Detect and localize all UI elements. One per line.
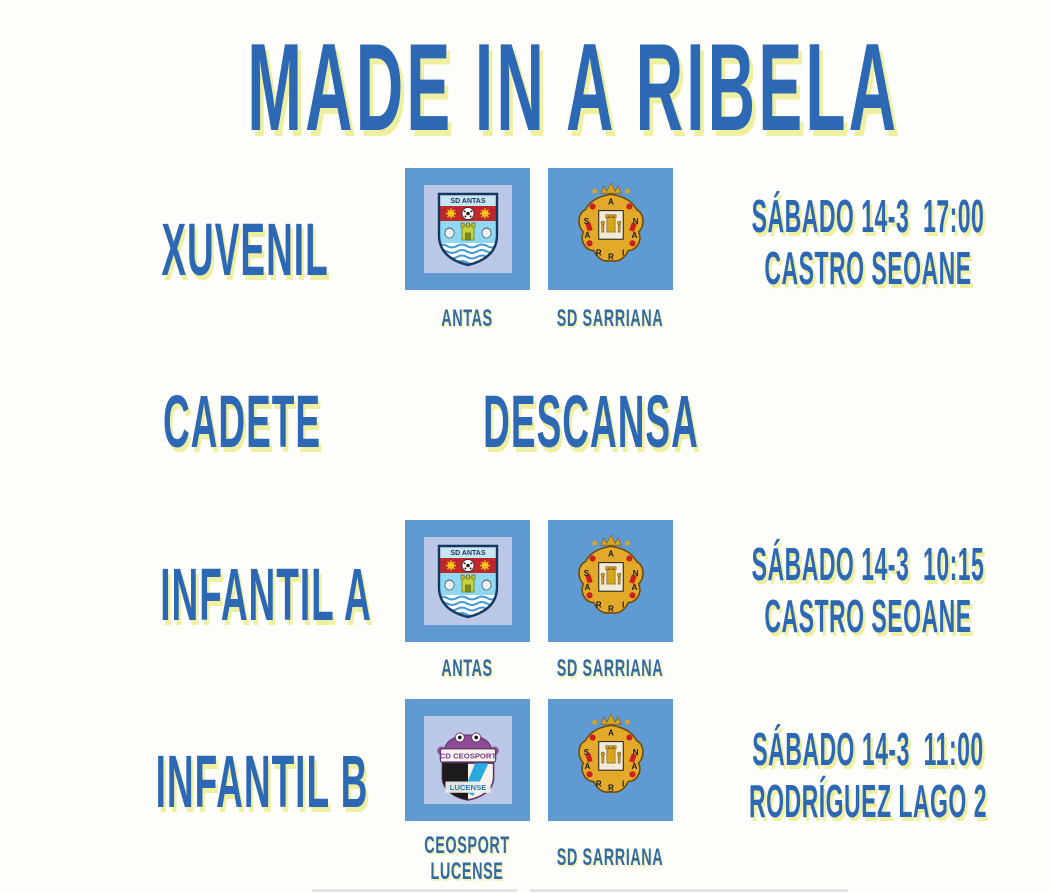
sarriana-letter: R [608,253,614,262]
ceosport-crest-icon: CD CEOSPORT LUCENSE [423,716,512,804]
sarriana-letter: A [608,549,614,558]
sarriana-letter: R [595,780,601,789]
sarriana-letter: S [583,748,589,757]
cropped-bottom-artifact [530,889,848,892]
team-name-line: CEOSPORT [424,832,510,859]
schedule-datetime: SÁBADO 14-3 11:00 [752,723,984,775]
match-schedule-infantil-b: SÁBADO 14-3 11:00 RODRÍGUEZ LAGO 2 [718,723,1018,828]
sarriana-letter: R [595,249,601,258]
rest-status-label: DESCANSA [483,380,699,463]
sarriana-letter: R [595,601,601,610]
sarriana-letter: I [622,249,624,258]
schedule-datetime: SÁBADO 14-3 10:15 [751,538,985,590]
antas-crest-icon: SD ANTAS [423,537,512,625]
team-name-label: SD SARRIANA [556,844,664,871]
category-label-infantil-a: INFANTIL A [160,553,372,636]
team-name-label: SD SARRIANA [556,655,664,682]
sarriana-letter: A [608,197,614,206]
team-name-label: ANTAS [441,655,493,682]
home-badge-infantil-b: CD CEOSPORT LUCENSE [405,699,530,821]
team-name-label: SD SARRIANA [556,305,664,332]
antas-band-text: SD ANTAS [450,198,485,205]
ceosport-banner-text: CD CEOSPORT [439,751,496,760]
poster-title: MADE IN A RIBELA [247,19,900,157]
schedule-venue: CASTRO SEOANE [764,242,972,295]
schedule-venue: CASTRO SEOANE [764,590,972,643]
sarriana-letter: N [632,748,638,757]
antas-band-text: SD ANTAS [450,550,485,557]
home-badge-xuvenil: SD ANTAS [405,168,530,290]
sarriana-letter: I [622,780,624,789]
sarriana-crest-icon: S A R R I A N A [577,182,644,262]
cropped-bottom-artifact [312,889,517,892]
sarriana-letter: A [584,762,590,771]
category-label-infantil-b: INFANTIL B [155,740,369,823]
category-label-xuvenil: XUVENIL [161,208,329,291]
sarriana-letter: R [608,605,614,614]
sarriana-letter: I [622,601,624,610]
home-badge-infantil-a: SD ANTAS [405,520,530,642]
sarriana-letter: A [584,583,590,592]
sarriana-letter: N [632,217,638,226]
ceosport-bottom-text: LUCENSE [449,783,486,792]
match-schedule-infantil-a: SÁBADO 14-3 10:15 CASTRO SEOANE [718,538,1018,643]
category-label-cadete: CADETE [162,380,322,463]
sarriana-letter: A [631,583,637,592]
sarriana-letter: A [584,231,590,240]
away-badge-infantil-a: S A R R I A N A [548,520,673,642]
sarriana-crest-icon: S A R R I A N A [577,713,644,793]
sarriana-letter: A [631,762,637,771]
away-badge-infantil-b: S A R R I A N A [548,699,673,821]
schedule-datetime: SÁBADO 14-3 17:00 [751,190,985,242]
match-schedule-xuvenil: SÁBADO 14-3 17:00 CASTRO SEOANE [718,190,1018,295]
sarriana-letter: S [583,569,589,578]
team-name-label: ANTAS [441,305,493,332]
antas-crest-icon: SD ANTAS [423,185,512,273]
team-name-label: CEOSPORT LUCENSE [377,832,557,886]
sarriana-letter: N [632,569,638,578]
team-name-line: LUCENSE [430,858,504,886]
schedule-venue: RODRÍGUEZ LAGO 2 [748,775,988,828]
sarriana-crest-icon: S A R R I A N A [577,534,644,614]
sarriana-letter: S [583,217,589,226]
sarriana-letter: R [608,784,614,793]
sarriana-letter: A [631,231,637,240]
sarriana-letter: A [608,728,614,737]
away-badge-xuvenil: S A R R I A N A [548,168,673,290]
